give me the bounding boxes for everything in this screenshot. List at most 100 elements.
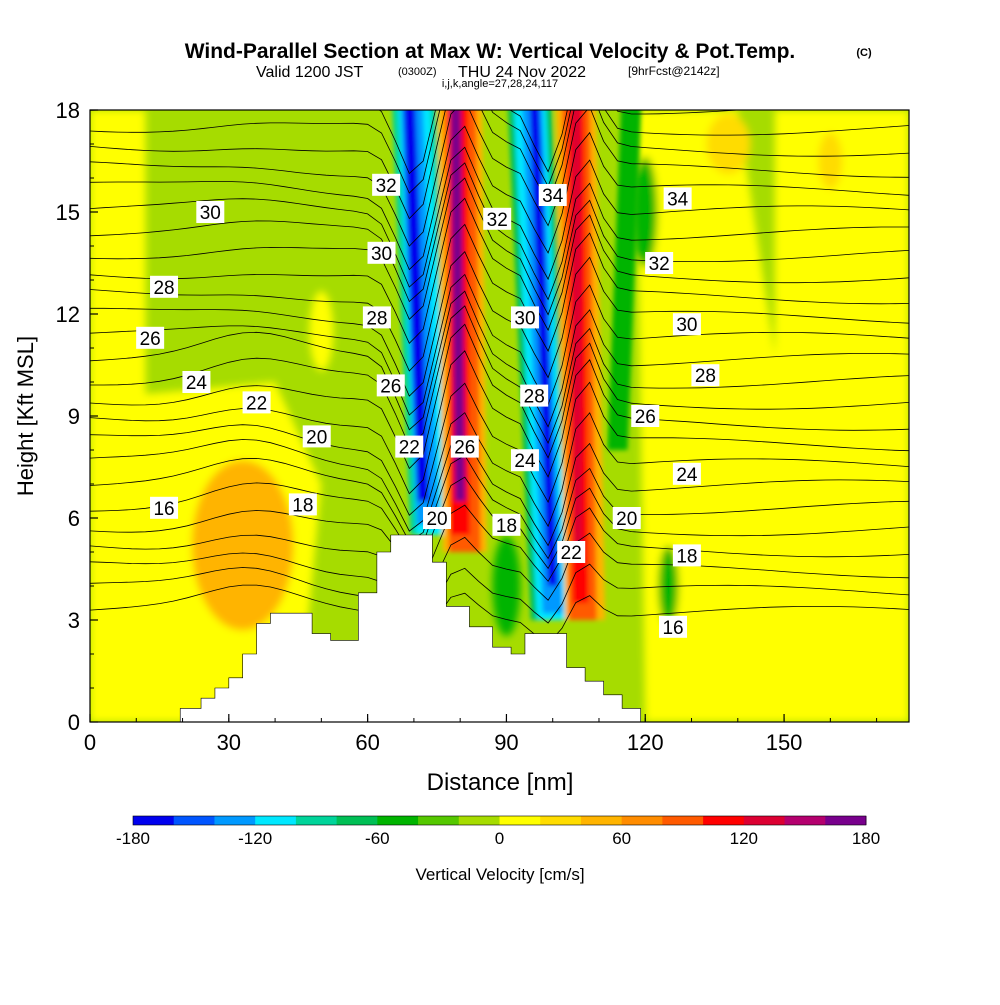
contour-label: 20 (423, 507, 452, 530)
contour-label: 30 (196, 201, 225, 224)
contour-label-text: 30 (371, 244, 392, 265)
colorbar-swatch (825, 816, 867, 825)
colorbar: -180 -120 -60 0 60 120 180 (116, 815, 880, 848)
contour-label-text: 26 (454, 438, 475, 459)
copyright-mark: (C) (856, 47, 872, 59)
contour-label-text: 18 (496, 516, 517, 537)
x-tick-label: 150 (766, 730, 803, 755)
colorbar-swatch (703, 816, 745, 825)
y-tick-label: 18 (56, 98, 80, 123)
contour-label-box (520, 384, 549, 407)
grid-indices: i,j,k,angle=27,28,24,117 (442, 78, 558, 90)
contour-label-text: 32 (376, 176, 397, 197)
colorbar-frame (132, 815, 867, 826)
contour-label: 30 (367, 241, 396, 265)
contour-label: 22 (242, 391, 271, 414)
contour-label: 26 (631, 405, 660, 428)
colorbar-tick-label: 180 (852, 829, 880, 848)
contour-label-box (612, 507, 641, 529)
plot-area (90, 110, 909, 722)
contour-label-text: 30 (676, 315, 697, 336)
colorbar-swatch (743, 816, 786, 825)
contour-label: 22 (395, 435, 424, 459)
contour-label-box (538, 184, 567, 206)
x-tick-label: 120 (627, 730, 664, 755)
colorbar-label: Vertical Velocity [cm/s] (415, 865, 584, 884)
colorbar-swatch (214, 816, 256, 825)
contour-label-text: 28 (153, 278, 174, 299)
colorbar-tick-label: -60 (365, 829, 390, 848)
contour-label-text: 32 (649, 254, 670, 275)
contour-label-text: 16 (153, 499, 174, 520)
contour-label-box (196, 201, 225, 223)
contour-label-box (242, 391, 271, 414)
contour-label-box (150, 275, 179, 298)
contour-label-box (376, 374, 405, 397)
colorbar-swatch (133, 816, 175, 825)
contour-labels: 30 28 26 24 22 20 18 16 32 30 28 26 22 20 26 32 34 30 28 24… (136, 173, 720, 639)
contour-label: 30 (672, 313, 701, 336)
contour-label-text: 26 (380, 376, 401, 397)
contour-label: 24 (182, 371, 211, 394)
contour-label: 30 (510, 306, 539, 329)
contour-label-box (631, 405, 660, 427)
contour-label-text: 28 (695, 366, 716, 387)
terrain (179, 534, 641, 722)
contour-label-text: 22 (561, 543, 582, 564)
isentrope-line (90, 323, 909, 470)
isentrope-line (90, 584, 909, 645)
y-tick-label: 3 (68, 608, 80, 633)
colorbar-tick-label: -120 (238, 829, 272, 848)
contour-label-text: 20 (616, 509, 637, 530)
contour-label-text: 24 (514, 451, 536, 472)
contour-label-text: 34 (667, 189, 689, 210)
contour-label-text: 16 (662, 618, 683, 639)
colorbar-swatch (499, 816, 541, 825)
colorbar-tick-label: -180 (116, 829, 150, 848)
contour-label-box (150, 496, 179, 519)
contour-label-box (367, 241, 396, 264)
y-tick-label: 15 (56, 200, 80, 225)
contour-label-text: 28 (366, 308, 387, 329)
contour-label-box (362, 306, 391, 329)
forecast-info: [9hrFcst@2142z] (628, 64, 720, 78)
isentrope-line (90, 381, 909, 516)
contour-label: 26 (450, 435, 479, 459)
isentrope-line (90, 125, 909, 271)
contour-label-box (483, 207, 512, 230)
isentrope-line (90, 223, 909, 372)
contour-label: 16 (659, 615, 688, 639)
contour-label: 34 (538, 184, 567, 207)
y-tick-label: 6 (68, 506, 80, 531)
contour-label-box (659, 615, 688, 638)
contour-label: 18 (288, 493, 317, 516)
contour-label-text: 20 (306, 427, 327, 448)
contour-label-box (663, 187, 692, 210)
contour-label: 18 (492, 513, 521, 537)
contour-label-box (492, 513, 521, 536)
y-axis: 0 3 6 9 12 15 18 (56, 98, 98, 735)
y-axis-label: Height [Kft MSL] (13, 336, 38, 496)
contour-label: 28 (362, 306, 391, 329)
colorbar-swatch (662, 816, 704, 825)
vertical-velocity-fill (90, 110, 909, 722)
contour-label: 32 (645, 252, 674, 275)
contour-label-text: 20 (426, 509, 447, 530)
isentrope-line (90, 532, 909, 612)
contour-label-box (510, 306, 539, 329)
isentrope-line (90, 435, 909, 547)
isentrope-line (90, 110, 909, 220)
isentrope-line (90, 162, 909, 303)
contour-label-box (557, 541, 586, 563)
contour-label-box (395, 435, 424, 458)
contour-label-box (450, 435, 479, 458)
colorbar-swatch (173, 816, 215, 825)
contour-label: 20 (612, 507, 641, 530)
valid-date: THU 24 Nov 2022 (458, 64, 586, 81)
colorbar-swatch (621, 816, 663, 825)
contour-label-text: 26 (635, 407, 656, 428)
contour-label: 18 (672, 544, 701, 567)
contour-label: 22 (557, 541, 586, 564)
isentrope-line (90, 290, 909, 431)
contour-label: 34 (663, 187, 692, 210)
